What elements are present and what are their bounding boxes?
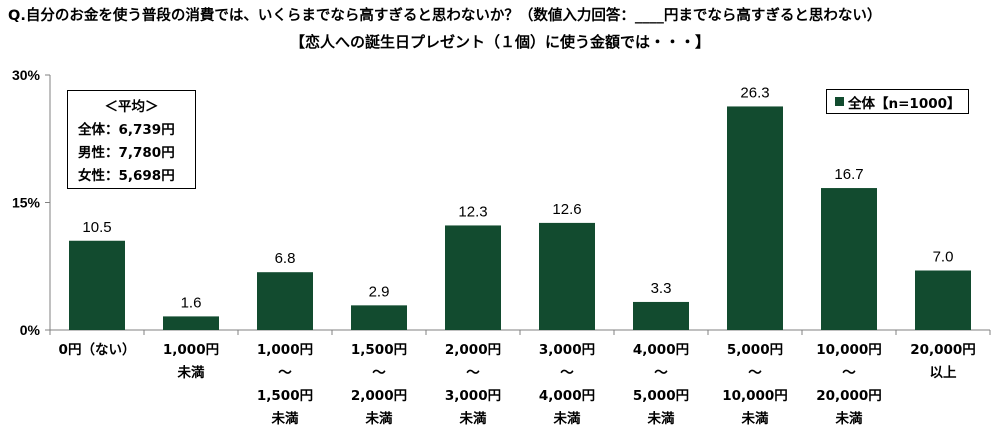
x-tick-label-line: 1,500円	[351, 342, 407, 358]
x-tick-label-line: ～	[560, 365, 574, 381]
x-tick-label-line: 3,000円	[539, 342, 595, 358]
x-tick-label: 1,500円 ～ 2,000円未満	[351, 342, 407, 427]
x-tick-label-line: ～	[654, 365, 668, 381]
x-tick-label: 1,000円未満	[163, 342, 219, 381]
legend: 全体【n=1000】	[826, 89, 969, 114]
x-tick-label-line: 4,000円	[633, 342, 689, 358]
x-tick-label-line: 2,000円	[351, 388, 407, 404]
bar	[539, 222, 595, 330]
x-tick-label-line: 10,000円	[816, 342, 882, 358]
x-tick-label: 3,000円 ～ 4,000円未満	[539, 342, 595, 427]
data-label: 12.6	[552, 201, 581, 218]
data-label: 7.0	[933, 249, 954, 266]
bar	[445, 225, 501, 330]
chart-subtitle: 【恋人への誕生日プレゼント（１個）に使う金額では・・・】	[289, 33, 710, 51]
x-tick-label-line: 0円（ない）	[59, 342, 136, 358]
x-tick-label-line: ～	[372, 365, 386, 381]
x-tick-label-line: 1,500円	[257, 388, 313, 404]
average-overall: 全体：6,739円	[78, 122, 175, 138]
x-tick-label: 5,000円 ～ 10,000円未満	[722, 342, 788, 427]
average-male: 男性：7,780円	[78, 145, 175, 161]
x-tick-label-line: 未満	[836, 410, 864, 427]
average-female: 女性：5,698円	[78, 168, 175, 184]
data-label: 26.3	[740, 84, 769, 101]
x-tick-label-line: 3,000円	[445, 388, 501, 404]
x-tick-label-line: 20,000円	[910, 342, 976, 358]
x-tick-label-line: ～	[748, 365, 762, 381]
data-label: 10.5	[82, 219, 111, 236]
x-tick-label-line: 以上	[930, 365, 958, 381]
x-tick-label-line: 1,000円	[163, 342, 219, 358]
legend-label: 全体【n=1000】	[848, 95, 961, 112]
x-tick-label-line: 4,000円	[539, 388, 595, 404]
x-tick-label-line: 20,000円	[816, 388, 882, 404]
bar	[351, 305, 407, 330]
bar	[821, 188, 877, 330]
x-tick-label-line: 5,000円	[633, 388, 689, 404]
x-tick-label-line: 未満	[554, 410, 582, 427]
average-box: ＜平均＞ 全体：6,739円 男性：7,780円 女性：5,698円	[67, 90, 196, 189]
x-tick-label-line: ～	[278, 365, 292, 381]
data-label: 6.8	[275, 250, 296, 267]
x-tick-label-line: 未満	[742, 410, 770, 427]
x-tick-label-line: 5,000円	[727, 342, 783, 358]
question-text: Q.自分のお金を使う普段の消費では、いくらまでなら高すぎると思わないか？（数値入…	[8, 8, 882, 24]
x-tick-label: 2,000円 ～ 3,000円未満	[445, 342, 501, 427]
x-tick-label-line: 1,000円	[257, 342, 313, 358]
x-tick-label-line: 10,000円	[722, 388, 788, 404]
x-tick-label: 1,000円 ～ 1,500円未満	[257, 342, 313, 427]
bar	[633, 301, 689, 330]
x-tick-label: 20,000円以上	[910, 342, 976, 381]
y-tick-label: 30%	[12, 67, 41, 83]
bar	[257, 272, 313, 330]
legend-swatch	[835, 97, 844, 106]
y-tick-label: 0%	[20, 322, 41, 338]
x-tick-label-line: 未満	[178, 364, 205, 381]
bar	[163, 316, 219, 330]
bar	[69, 240, 125, 330]
x-tick-label-line: 未満	[648, 410, 676, 427]
x-tick-label: 4,000円 ～ 5,000円未満	[633, 342, 689, 427]
data-label: 2.9	[369, 283, 390, 300]
data-label: 1.6	[181, 294, 202, 311]
x-tick-label: 0円（ない）	[59, 342, 136, 358]
x-tick-label-line: 2,000円	[445, 342, 501, 358]
x-tick-label-line: ～	[842, 365, 856, 381]
x-tick-label-line: 未満	[272, 410, 299, 427]
x-tick-label-line: 未満	[460, 410, 487, 427]
data-label: 12.3	[458, 203, 487, 220]
average-title: ＜平均＞	[104, 99, 159, 115]
bar	[915, 270, 971, 330]
y-tick-label: 15%	[12, 195, 41, 211]
x-tick-label: 10,000円 ～ 20,000円未満	[816, 342, 882, 427]
data-label: 3.3	[651, 280, 672, 297]
bar	[727, 106, 783, 330]
data-label: 16.7	[834, 166, 863, 183]
x-tick-label-line: ～	[466, 365, 480, 381]
x-tick-label-line: 未満	[366, 410, 393, 427]
